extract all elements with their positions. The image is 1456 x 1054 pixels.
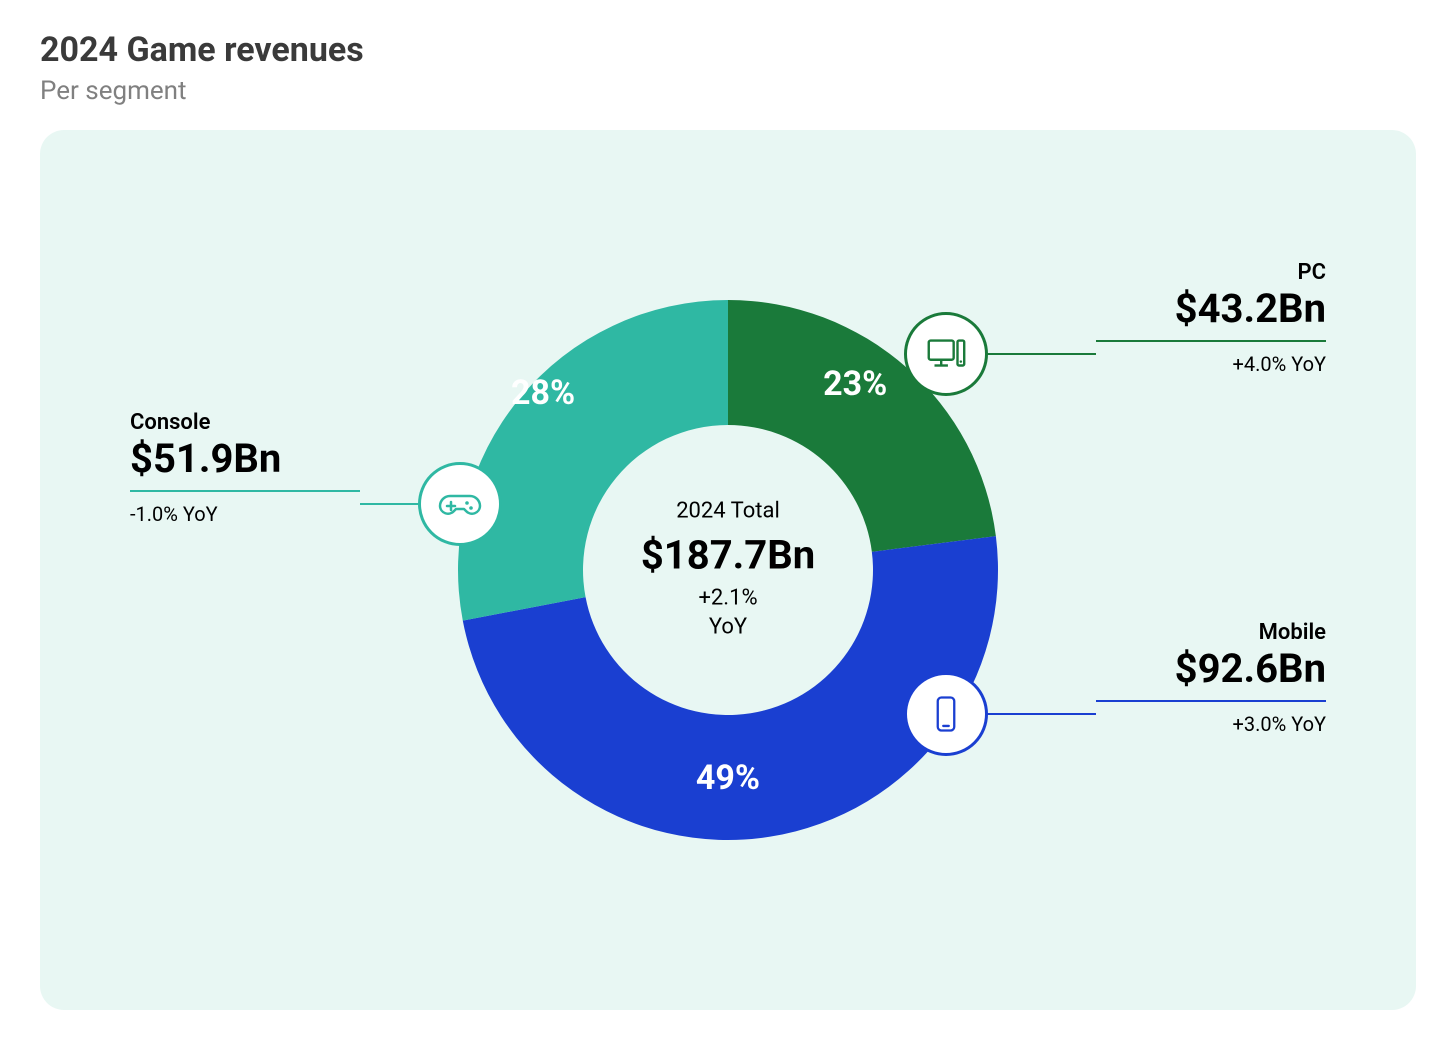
center-yoy: +2.1%YoY — [598, 584, 858, 641]
pc-icon-badge — [904, 312, 988, 396]
pct-label-console: 28% — [511, 373, 575, 413]
rule-mobile — [1096, 700, 1326, 702]
donut-center: 2024 Total $187.7Bn +2.1%YoY — [598, 498, 858, 641]
rule-console — [130, 490, 360, 492]
center-total-value: $187.7Bn — [598, 531, 858, 578]
console-icon-badge — [418, 462, 502, 546]
callout-mobile: Mobile $92.6Bn +3.0% YoY — [1096, 620, 1326, 736]
smartphone-icon — [924, 692, 968, 736]
rule-pc — [1096, 340, 1326, 342]
seg-value-mobile: $92.6Bn — [1096, 645, 1326, 692]
seg-yoy-pc: +4.0% YoY — [1096, 352, 1326, 376]
chart-subtitle: Per segment — [40, 76, 1416, 106]
seg-value-console: $51.9Bn — [130, 435, 360, 482]
seg-name-mobile: Mobile — [1096, 620, 1326, 645]
chart-panel: 2024 Total $187.7Bn +2.1%YoY 23% 49% 28%… — [40, 130, 1416, 1010]
seg-name-pc: PC — [1096, 260, 1326, 285]
seg-yoy-mobile: +3.0% YoY — [1096, 712, 1326, 736]
mobile-icon-badge — [904, 672, 988, 756]
seg-name-console: Console — [130, 410, 360, 435]
pct-label-mobile: 49% — [696, 758, 760, 798]
seg-yoy-console: -1.0% YoY — [130, 502, 360, 526]
callout-pc: PC $43.2Bn +4.0% YoY — [1096, 260, 1326, 376]
desktop-icon — [923, 331, 969, 377]
chart-title: 2024 Game revenues — [40, 30, 1416, 70]
pct-label-pc: 23% — [823, 364, 887, 404]
gamepad-icon — [436, 480, 484, 528]
seg-value-pc: $43.2Bn — [1096, 285, 1326, 332]
callout-console: Console $51.9Bn -1.0% YoY — [130, 410, 360, 526]
center-label-year: 2024 Total — [598, 498, 858, 523]
